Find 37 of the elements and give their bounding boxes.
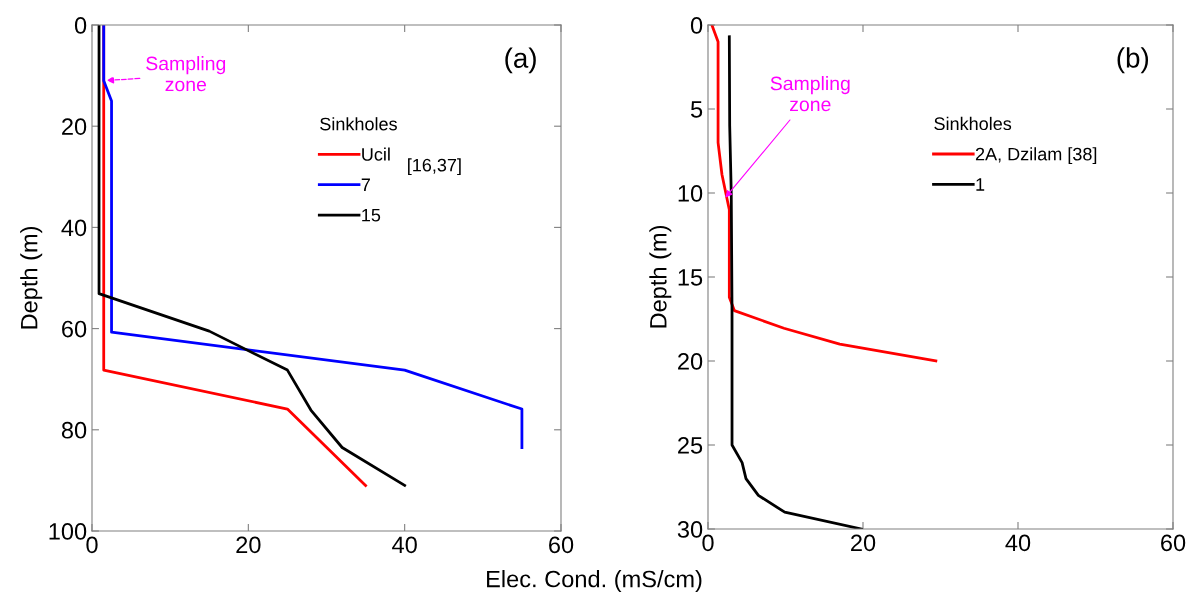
y-tick-label: 40 [61,219,87,237]
x-tick-label: 0 [702,534,714,552]
y-tick-label: 80 [61,421,87,439]
y-tick-label: 30 [677,521,703,538]
legend-label: 15 [362,208,381,222]
y-tick-label: 5 [690,101,703,118]
x-tick-label: 60 [549,536,574,554]
y-tick-label: 25 [678,437,703,454]
y-tick-label: 100 [49,523,87,540]
legend-title: Sinkholes [320,117,397,131]
y-tick-label: 10 [678,185,703,202]
x-axis-title: Elec. Cond. (mS/cm) [487,570,702,593]
legend-label: Ucil [362,147,390,161]
legend-title: Sinkholes [934,116,1012,131]
x-tick-label: 20 [851,534,876,552]
y-axis-title: Depth (m) [649,225,672,328]
annotation: [16,37] [408,158,461,176]
annotation: (b) [1117,47,1149,74]
legend-label: 7 [361,178,370,191]
annotation: Sampling zone [770,76,850,112]
x-tick-label: 40 [392,536,417,554]
y-tick-label: 20 [62,118,87,135]
y-axis-title: Depth (m) [20,226,43,329]
y-tick-label: 20 [678,353,703,370]
line-series [727,35,863,529]
y-tick-label: 60 [62,320,87,338]
legend-label: 1 [976,178,985,191]
x-tick-label: 60 [1161,534,1186,552]
annotation: (a) [505,47,536,74]
y-tick-label: 15 [678,269,703,286]
x-tick-label: 0 [86,536,98,554]
y-tick-label: 0 [690,17,703,34]
x-tick-label: 20 [236,536,261,554]
annotation: Sampling zone [146,56,226,92]
x-tick-label: 40 [1005,534,1031,552]
legend-label: 2A, Dzilam [38] [975,147,1097,165]
y-tick-label: 0 [74,17,87,34]
